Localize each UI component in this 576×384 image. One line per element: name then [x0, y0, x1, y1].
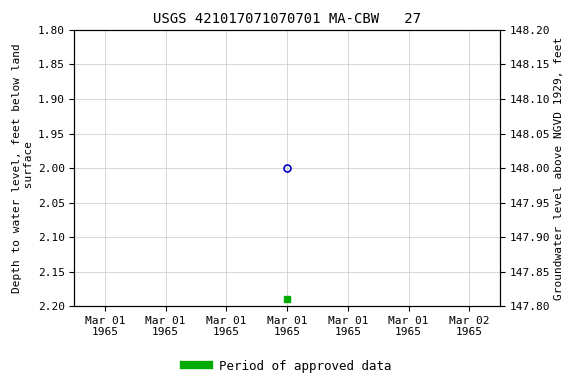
Y-axis label: Groundwater level above NGVD 1929, feet: Groundwater level above NGVD 1929, feet	[554, 36, 564, 300]
Y-axis label: Depth to water level, feet below land
 surface: Depth to water level, feet below land su…	[12, 43, 33, 293]
Title: USGS 421017071070701 MA-CBW   27: USGS 421017071070701 MA-CBW 27	[153, 12, 421, 26]
Legend: Period of approved data: Period of approved data	[179, 355, 397, 378]
